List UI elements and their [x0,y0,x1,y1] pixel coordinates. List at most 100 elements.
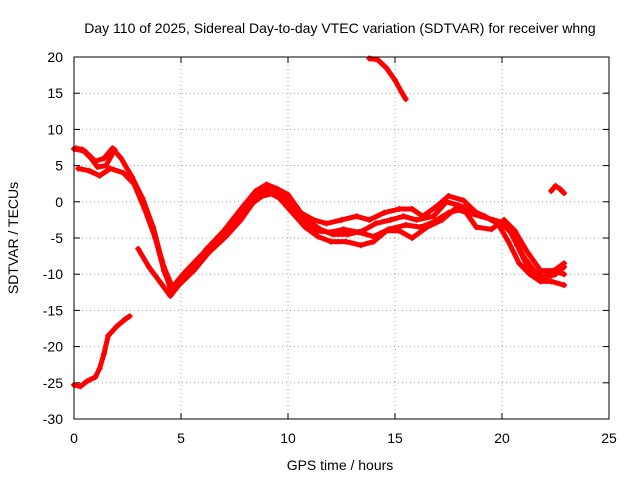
data-point [516,260,523,267]
y-tick-label: -10 [43,266,63,282]
data-point [130,180,137,187]
data-point [524,249,531,256]
data-point [79,146,86,153]
data-point [456,202,463,209]
data-point [285,198,291,205]
data-point [327,238,334,245]
data-point [120,169,127,176]
data-point [167,292,174,299]
data-point [357,242,364,249]
data-point [338,216,345,223]
y-tick-label: -30 [43,411,63,427]
data-point [103,162,110,169]
data-point [190,267,197,274]
grid-layer [74,57,609,419]
data-point [477,213,484,220]
data-point [92,374,99,381]
data-point [214,238,221,245]
data-point [100,155,107,162]
data-point [88,155,95,162]
data-point [548,187,555,194]
y-tick-label: 10 [47,121,63,137]
data-point [413,216,420,223]
data-point [372,220,379,227]
y-axis-label: SDTVAR / TECUs [5,182,21,294]
data-point [366,216,373,223]
data-point [302,224,309,231]
data-point [75,165,82,172]
data-point [550,267,557,274]
series-layer [71,55,568,390]
data-point [83,378,90,385]
data-point [267,184,274,191]
x-tick-label: 20 [494,430,510,446]
x-tick-label: 5 [177,430,185,446]
data-point [505,238,512,245]
data-point [430,219,437,226]
data-point [297,213,304,220]
data-point [552,182,559,189]
data-point [370,238,377,245]
data-point [141,206,148,213]
x-tick-label: 25 [601,430,617,446]
data-point [561,282,568,289]
y-tick-label: -15 [43,302,63,318]
data-point [100,350,107,357]
data-point [180,271,187,278]
data-point [548,278,555,285]
data-point [197,253,204,260]
data-point [400,213,407,220]
data-point [398,88,405,95]
data-point [126,313,133,320]
data-point [460,206,467,213]
data-point [246,202,253,209]
data-point [402,221,409,228]
data-point [113,323,120,330]
data-point [122,316,129,323]
data-point [513,242,520,249]
data-point [381,209,388,216]
data-point [370,233,377,240]
data-point [118,155,125,162]
data-point [111,146,118,153]
data-point [312,227,319,234]
data-point [490,216,497,223]
x-tick-label: 0 [70,430,78,446]
data-point [107,165,114,172]
y-tick-label: 5 [55,158,63,174]
data-point [501,216,508,223]
data-point [263,181,270,188]
data-point [488,226,495,233]
data-point [396,206,403,213]
data-point [374,56,381,63]
data-point [383,64,390,71]
data-point [409,235,416,241]
data-point [409,206,416,213]
data-point [561,190,568,197]
y-tick-label: 0 [55,194,63,210]
data-point [473,224,480,231]
data-point [392,77,398,84]
data-point [561,271,568,278]
y-tick-label: -5 [51,230,64,246]
series-late-fragment [548,183,567,196]
data-point [327,229,334,236]
data-point [272,190,279,197]
x-axis-label: GPS time / hours [287,457,394,473]
data-point [77,383,84,390]
chart-title: Day 110 of 2025, Sidereal Day-to-day VTE… [84,20,595,36]
y-tick-label: 15 [47,85,63,101]
data-point [445,209,452,216]
data-point [96,172,103,179]
data-point [94,164,101,171]
data-point [85,167,92,174]
data-point [385,226,392,233]
data-point [445,193,452,200]
data-point [430,213,437,220]
data-point [96,365,103,372]
data-point [135,245,142,252]
data-point [323,220,330,227]
data-point [160,263,167,270]
data-point [460,197,467,204]
